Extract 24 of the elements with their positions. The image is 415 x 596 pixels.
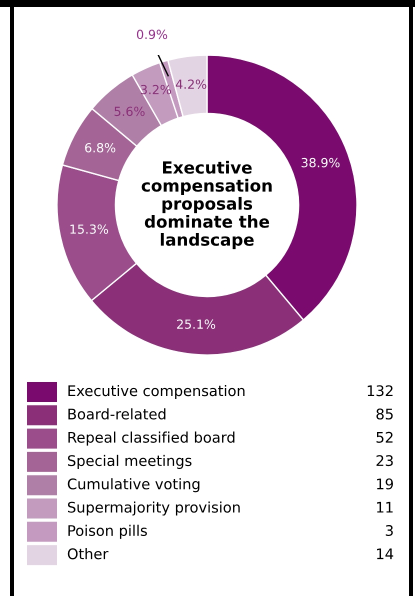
text: 132 [368, 385, 393, 396]
data-label: 4.2% [176, 79, 206, 89]
text: 23 [376, 455, 393, 466]
data-label: 0.9% [136, 30, 168, 40]
data-label: 25.1% [177, 319, 216, 329]
legend-label: Supermajority provision [68, 501, 240, 516]
legend-label: Poison pills [68, 524, 147, 539]
legend-label: Repeal classified board [68, 432, 234, 446]
text: 85 [376, 408, 393, 420]
legend-label: Other [68, 548, 108, 560]
text: 52 [376, 432, 393, 443]
legend-label: Cumulative voting [68, 478, 200, 492]
legend-label: Executive compensation [68, 384, 244, 400]
text: 3 [386, 525, 393, 536]
data-label: 15.3% [70, 224, 108, 234]
data-label: 6.8% [85, 143, 116, 152]
text: 19 [377, 478, 393, 490]
text: Executive compensation proposals dominate the landscape [142, 160, 272, 250]
data-label: 38.9% [302, 158, 340, 168]
legend-label: Special meetings [68, 454, 192, 469]
text: 14 [377, 548, 394, 560]
legend-label: Board-related [68, 408, 166, 420]
data-label: 5.6% [114, 106, 145, 116]
text: 11 [377, 502, 393, 513]
